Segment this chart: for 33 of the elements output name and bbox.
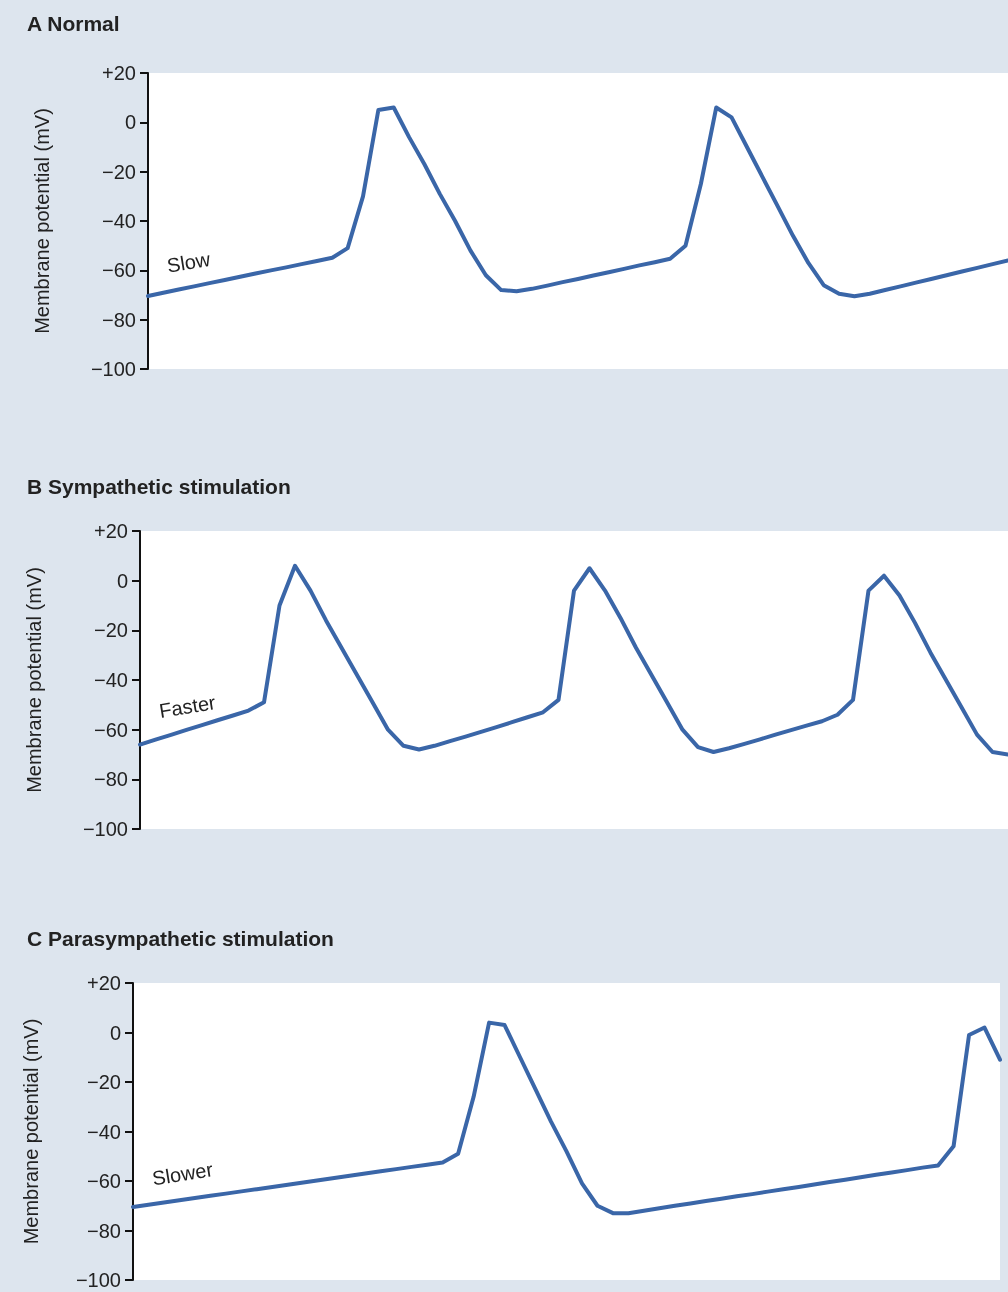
y-tick-label: −100: [82, 818, 128, 840]
y-tick-label: −60: [94, 718, 128, 741]
annotation: Slower: [150, 1158, 215, 1190]
y-tick-label: −80: [94, 768, 128, 791]
y-tick-label: −80: [102, 308, 136, 331]
y-tick-label: +20: [87, 972, 121, 994]
y-tick-label: −80: [87, 1219, 121, 1242]
y-axis-title: Membrane potential (mV): [23, 567, 45, 793]
chart-title: A Normal: [27, 12, 120, 35]
y-tick-label: −40: [94, 669, 128, 691]
y-tick-label: −100: [75, 1269, 121, 1291]
y-tick-label: −60: [102, 259, 136, 282]
y-tick-label: −20: [102, 160, 136, 183]
y-tick-label: +20: [94, 520, 128, 542]
annotation: Faster: [157, 691, 218, 722]
chart-title: B Sympathetic stimulation: [27, 475, 291, 498]
y-tick-label: −100: [90, 358, 136, 380]
line-series: [138, 563, 1008, 757]
y-axis-title: Membrane potential (mV): [31, 108, 53, 334]
line-series: [146, 105, 1008, 299]
y-tick-label: 0: [109, 1021, 121, 1044]
y-tick-label: −20: [87, 1071, 121, 1093]
y-tick-label: +20: [102, 62, 136, 84]
annotation: Slow: [165, 247, 213, 277]
y-tick-label: 0: [124, 111, 136, 134]
y-tick-label: −40: [87, 1120, 121, 1143]
y-tick-label: −20: [94, 619, 128, 642]
y-tick-label: −60: [87, 1170, 121, 1192]
y-tick-label: 0: [116, 569, 128, 592]
line-series: [131, 1020, 1002, 1216]
chart-title: C Parasympathetic stimulation: [27, 927, 334, 950]
y-axis-title: Membrane potential (mV): [20, 1018, 42, 1245]
y-tick-label: −40: [102, 210, 136, 232]
